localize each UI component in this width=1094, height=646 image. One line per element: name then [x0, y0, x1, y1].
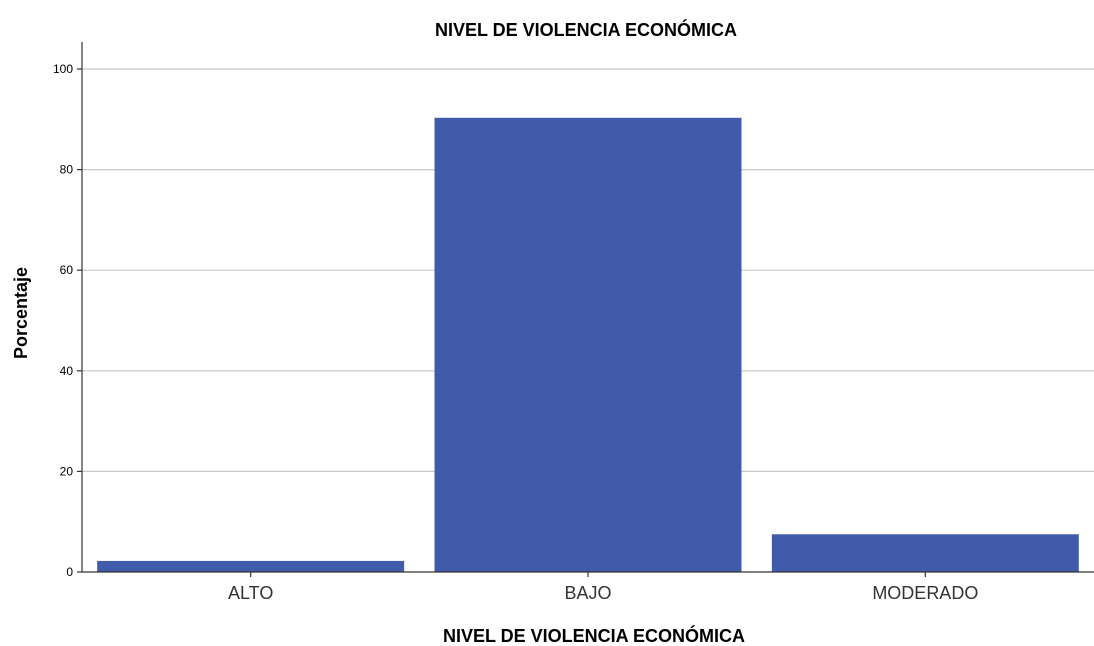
x-tick-label: MODERADO	[872, 583, 978, 603]
bar-bajo	[434, 117, 742, 572]
x-tick-label: BAJO	[564, 583, 611, 603]
y-tick-label: 100	[53, 62, 73, 76]
bar-alto	[97, 560, 405, 572]
y-tick-label: 60	[60, 263, 74, 277]
chart-title: NIVEL DE VIOLENCIA ECONÓMICA	[435, 19, 737, 40]
y-tick-label: 80	[60, 163, 74, 177]
y-tick-label: 20	[60, 464, 74, 478]
bars	[97, 117, 1079, 572]
y-tick-label: 40	[60, 364, 74, 378]
x-axis-title: NIVEL DE VIOLENCIA ECONÓMICA	[443, 625, 745, 646]
y-tick-label: 0	[66, 565, 73, 579]
y-axis-ticks: 0 20 40 60 80 100	[53, 62, 82, 579]
bar-moderado	[771, 534, 1079, 572]
y-axis-title: Porcentaje	[11, 267, 31, 359]
x-axis-ticks: ALTO BAJO MODERADO	[228, 572, 978, 603]
x-tick-label: ALTO	[228, 583, 273, 603]
